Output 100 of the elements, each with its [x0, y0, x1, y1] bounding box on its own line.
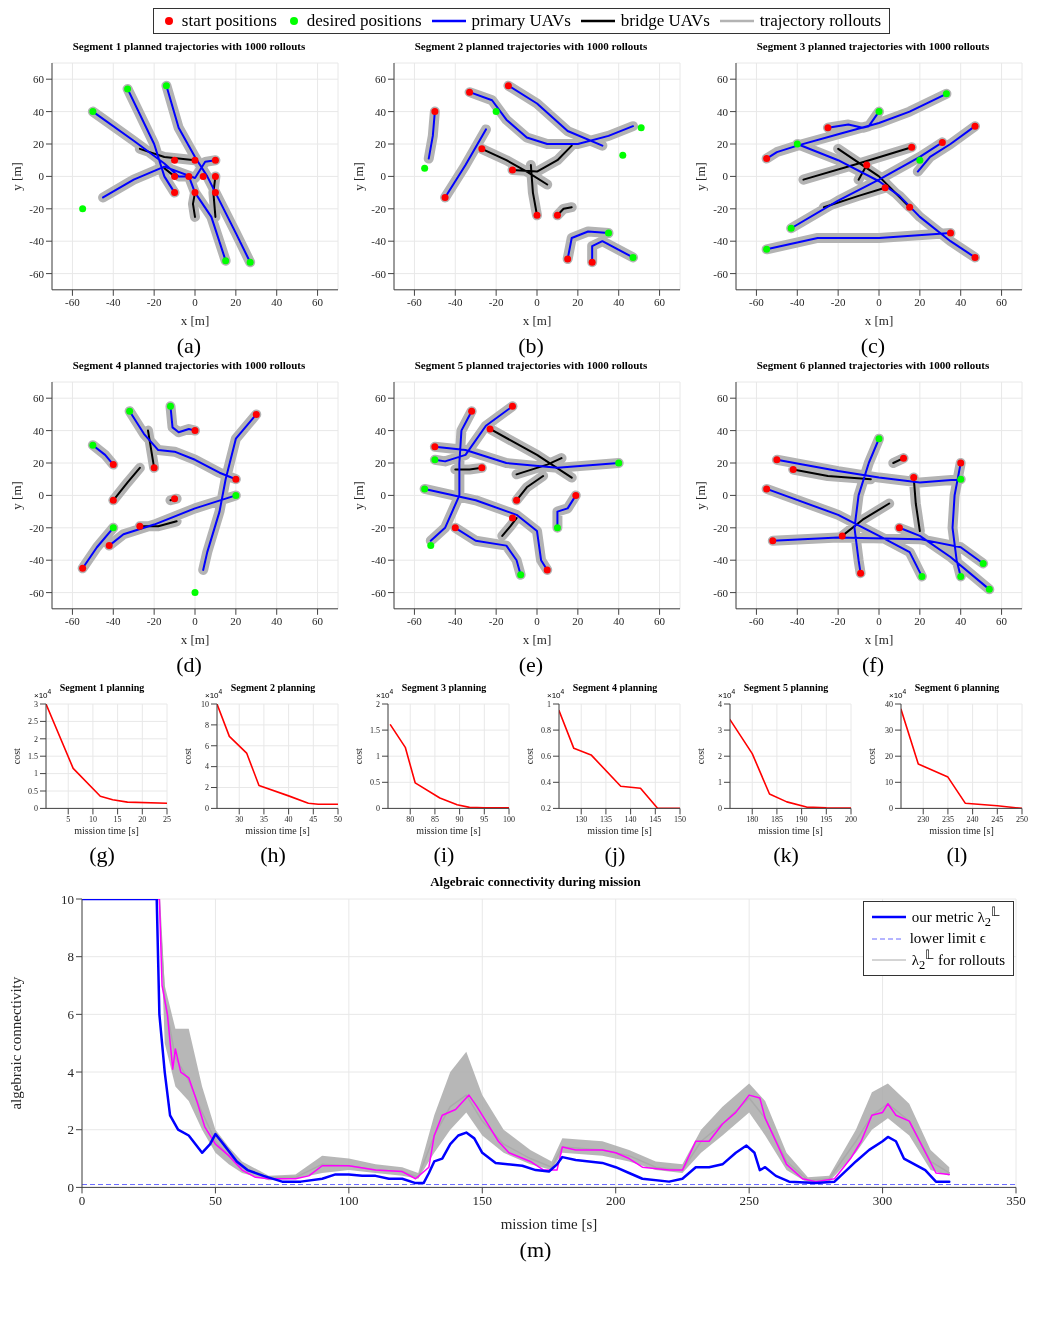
x-tick-label: 15 — [113, 815, 122, 825]
y-tick-label: 40 — [33, 424, 45, 437]
x-tick-label: 130 — [575, 815, 588, 825]
x-tick-label: 85 — [430, 815, 439, 825]
x-tick-label: -40 — [789, 614, 806, 627]
legend-label: λ$_{2}$$^{𝕃}$ for rollouts — [911, 947, 1005, 973]
x-tick-label: 80 — [406, 815, 415, 825]
chart-title: Segment 6 planned trajectories with 1000 rollouts — [756, 359, 990, 371]
y-axis-title: y [m] — [8, 162, 24, 191]
x-tick-label: 20 — [230, 295, 242, 308]
text: ×10$^{4}$ — [376, 688, 394, 700]
x-tick-label: -20 — [146, 295, 162, 308]
x-tick-label: 50 — [208, 1192, 222, 1208]
legend-label: lower limit ϵ — [909, 930, 986, 947]
x-axis-title: mission time [s] — [587, 825, 652, 836]
y-tick-label: 30 — [885, 725, 893, 735]
x-axis-title: mission time [s] — [500, 1216, 598, 1232]
x-tick-label: 140 — [624, 815, 637, 825]
x-axis-title: x [m] — [180, 313, 210, 328]
y-tick-label: 2 — [376, 699, 380, 709]
y-tick-label: 1 — [34, 769, 38, 779]
y-tick-label: 10 — [201, 699, 209, 709]
y-tick-label: 8 — [205, 720, 209, 730]
x-axis-title: mission time [s] — [245, 825, 310, 836]
x-tick-label: 0 — [876, 295, 883, 308]
y-axis-title: cost — [865, 747, 877, 765]
x-tick-label: 60 — [654, 614, 666, 627]
text: ×10$^{4}$ — [205, 688, 223, 700]
y-tick-label: -60 — [713, 586, 729, 599]
y-tick-label: 60 — [717, 392, 729, 405]
y-tick-label: 20 — [33, 137, 45, 150]
y-tick-label: 6 — [205, 741, 209, 751]
y-tick-label: 4 — [205, 762, 209, 772]
text: (e) — [518, 652, 544, 677]
y-tick-label: 0.5 — [28, 786, 38, 796]
y-tick-label: 10 — [61, 891, 74, 907]
x-tick-label: 150 — [674, 815, 686, 825]
text: (l) — [946, 842, 968, 867]
y-tick-label: 60 — [375, 73, 387, 86]
y-tick-label: -40 — [371, 235, 387, 248]
text: (b) — [518, 333, 544, 358]
text: ×10$^{4}$ — [718, 688, 736, 700]
y-axis-title: y [m] — [692, 162, 708, 191]
x-tick-label: 350 — [1006, 1192, 1026, 1208]
text: (a) — [176, 333, 202, 358]
x-tick-label: 100 — [339, 1192, 359, 1208]
x-tick-label: 40 — [955, 295, 967, 308]
y-tick-label: 0 — [38, 489, 45, 502]
x-tick-label: 145 — [649, 815, 662, 825]
y-tick-label: 6 — [67, 1006, 75, 1022]
x-tick-label: 0 — [192, 614, 199, 627]
x-tick-label: 10 — [88, 815, 97, 825]
chart-title: Segment 5 planning — [743, 682, 829, 693]
y-tick-label: 3 — [34, 699, 38, 709]
y-tick-label: 20 — [33, 456, 45, 469]
y-tick-label: 0 — [376, 804, 380, 814]
x-tick-label: 150 — [472, 1192, 493, 1208]
text: (d) — [176, 652, 202, 677]
y-axis-title: y [m] — [350, 162, 366, 191]
y-tick-label: 0 — [722, 489, 729, 502]
x-tick-label: 185 — [770, 815, 783, 825]
y-tick-label: 60 — [717, 73, 729, 86]
y-axis-title: y [m] — [8, 481, 24, 510]
x-axis-title: mission time [s] — [758, 825, 823, 836]
y-tick-label: 20 — [375, 137, 387, 150]
y-tick-label: 60 — [33, 392, 45, 405]
x-tick-label: 40 — [955, 614, 967, 627]
y-axis-title: cost — [694, 747, 706, 765]
y-tick-label: 0 — [380, 489, 387, 502]
y-tick-label: 0 — [38, 170, 45, 183]
x-tick-label: -40 — [447, 295, 464, 308]
chart-title: Segment 3 planning — [401, 682, 487, 693]
x-tick-label: -60 — [749, 614, 765, 627]
x-tick-label: 200 — [605, 1192, 626, 1208]
y-tick-label: 2 — [67, 1122, 74, 1138]
text: (i) — [433, 842, 455, 867]
y-tick-label: 0.6 — [541, 752, 551, 762]
x-tick-label: 95 — [480, 815, 489, 825]
text: ×10$^{4}$ — [547, 688, 565, 700]
x-tick-label: 60 — [312, 295, 324, 308]
y-axis-title: cost — [523, 747, 535, 765]
legend-label: trajectory rollouts — [759, 11, 882, 31]
y-tick-label: 0 — [722, 170, 729, 183]
x-tick-label: 20 — [572, 614, 584, 627]
x-tick-label: 245 — [991, 815, 1004, 825]
text: (k) — [773, 842, 799, 867]
y-tick-label: 0 — [205, 804, 209, 814]
x-tick-label: -40 — [105, 295, 122, 308]
x-tick-label: 190 — [795, 815, 808, 825]
y-axis-title: y [m] — [692, 481, 708, 510]
x-tick-label: 60 — [654, 295, 666, 308]
y-tick-label: -20 — [371, 521, 387, 534]
x-tick-label: 0 — [78, 1192, 86, 1208]
x-axis-title: mission time [s] — [929, 825, 994, 836]
x-axis-title: x [m] — [522, 313, 552, 328]
y-tick-label: -40 — [713, 235, 729, 248]
x-tick-label: 135 — [599, 815, 612, 825]
y-tick-label: -20 — [29, 521, 45, 534]
x-tick-label: 100 — [503, 815, 515, 825]
x-tick-label: 60 — [996, 295, 1008, 308]
